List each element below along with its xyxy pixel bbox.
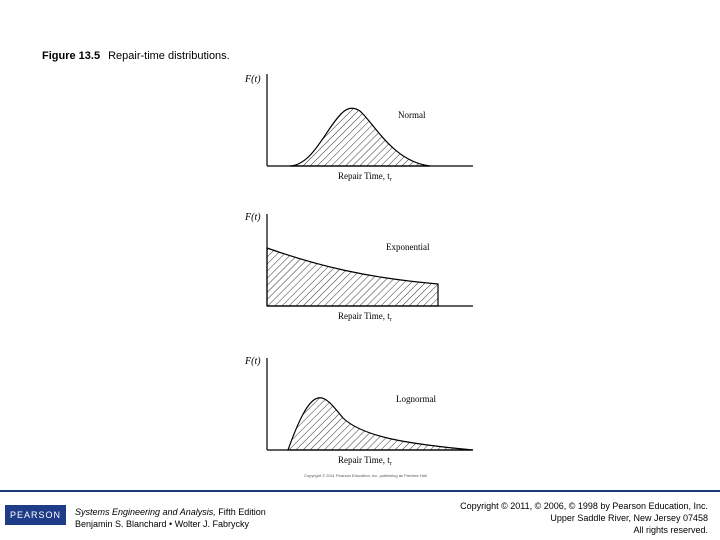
- pearson-logo: PEARSON: [5, 505, 66, 525]
- footer: PEARSON Systems Engineering and Analysis…: [0, 490, 720, 540]
- exponential-curve-area: [266, 247, 439, 307]
- figure-caption-text: Repair-time distributions.: [108, 50, 230, 62]
- book-title-line: Systems Engineering and Analysis, Fifth …: [75, 506, 266, 518]
- copyright-line-2: Upper Saddle River, New Jersey 07458: [550, 513, 708, 523]
- normal-curve-area: [289, 107, 431, 167]
- normal-y-label: F(t): [244, 74, 261, 85]
- exponential-dist-label: Exponential: [386, 242, 430, 252]
- copyright-notice: Copyright © 2011, © 2006, © 1998 by Pear…: [460, 500, 708, 536]
- copyright-line-1: Copyright © 2011, © 2006, © 1998 by Pear…: [460, 501, 708, 511]
- lognormal-dist-label: Lognormal: [396, 394, 436, 404]
- lognormal-plot: F(t) Lognormal Repair Time, tr: [244, 356, 474, 467]
- figure-caption: Figure 13.5 Repair-time distributions.: [42, 50, 230, 62]
- lognormal-panel: F(t) Lognormal Repair Time, tr: [238, 352, 478, 470]
- lognormal-curve-area: [287, 397, 474, 451]
- normal-dist-label: Normal: [398, 110, 426, 120]
- exponential-panel: F(t) Exponential Repair Time, tr: [238, 208, 478, 326]
- normal-x-label: Repair Time, tr: [338, 171, 392, 183]
- normal-plot: F(t) Normal Repair Time, tr: [244, 74, 473, 183]
- book-edition: Fifth Edition: [215, 507, 266, 517]
- figure-credit: Copyright © 2011 Pearson Education, Inc.…: [304, 473, 427, 478]
- exponential-x-label: Repair Time, tr: [338, 311, 392, 323]
- book-title: Systems Engineering and Analysis,: [75, 507, 216, 517]
- figure-number: Figure 13.5: [42, 50, 101, 62]
- footer-divider: [0, 490, 720, 492]
- exponential-plot: F(t) Exponential Repair Time, tr: [244, 212, 473, 323]
- exponential-y-label: F(t): [244, 212, 261, 223]
- book-authors: Benjamin S. Blanchard • Wolter J. Fabryc…: [75, 519, 250, 529]
- book-info: Systems Engineering and Analysis, Fifth …: [75, 506, 266, 530]
- lognormal-x-label: Repair Time, tr: [338, 455, 392, 467]
- normal-panel: F(t) Normal Repair Time, tr: [238, 68, 478, 186]
- copyright-line-3: All rights reserved.: [633, 525, 708, 535]
- lognormal-y-label: F(t): [244, 356, 261, 367]
